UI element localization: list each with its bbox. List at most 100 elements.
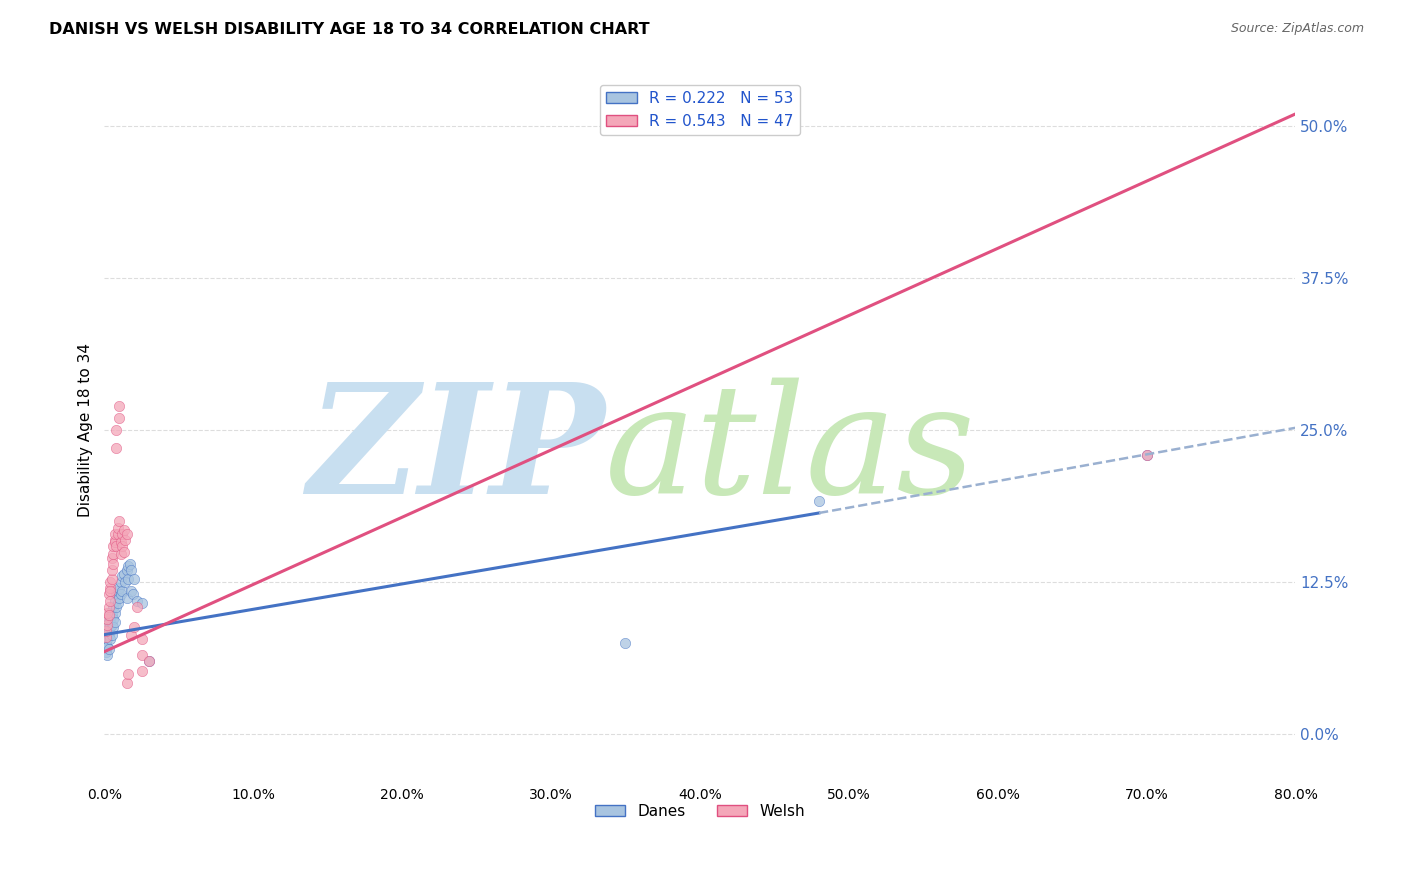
Point (98, 620, 121, 634)
Text: ZIP: ZIP (307, 377, 605, 526)
Point (108, 399, 131, 413)
Point (103, 612, 125, 626)
Point (96, 632, 118, 647)
Point (131, 664, 153, 678)
Point (98, 575, 121, 590)
Point (127, 599, 149, 614)
Point (112, 566, 135, 581)
Point (118, 557, 141, 571)
Point (98, 582, 121, 596)
Point (94, 630, 117, 644)
Point (104, 533, 127, 547)
Point (94, 618, 117, 632)
Point (117, 559, 139, 574)
Point (97, 624, 120, 638)
Text: DANISH VS WELSH DISABILITY AGE 18 TO 34 CORRELATION CHART: DANISH VS WELSH DISABILITY AGE 18 TO 34 … (49, 22, 650, 37)
Point (96, 648, 118, 663)
Point (1135, 448, 1157, 462)
Point (101, 608, 124, 623)
Point (105, 587, 128, 601)
Point (115, 526, 138, 541)
Point (97, 627, 120, 641)
Point (115, 676, 138, 690)
Point (808, 493, 831, 508)
Point (103, 620, 125, 634)
Point (103, 599, 125, 614)
Point (111, 569, 134, 583)
Point (96, 618, 118, 632)
Point (110, 535, 132, 549)
Point (96, 612, 118, 626)
Point (104, 526, 127, 541)
Point (105, 599, 128, 614)
Point (94, 624, 117, 638)
Point (97, 599, 120, 614)
Point (127, 593, 149, 607)
Point (98, 612, 121, 626)
Point (120, 627, 142, 641)
Point (97, 608, 120, 623)
Point (138, 654, 160, 668)
Legend: Danes, Welsh: Danes, Welsh (589, 797, 811, 825)
Y-axis label: Disability Age 18 to 34: Disability Age 18 to 34 (79, 343, 93, 517)
Text: atlas: atlas (605, 377, 976, 525)
Point (97, 615, 120, 630)
Point (107, 583, 129, 598)
Point (110, 587, 132, 601)
Point (103, 539, 125, 553)
Point (105, 539, 128, 553)
Point (97, 642, 120, 657)
Point (122, 620, 145, 634)
Point (96, 612, 118, 626)
Point (111, 583, 134, 598)
Point (107, 520, 129, 534)
Point (96, 640, 118, 654)
Point (110, 575, 132, 590)
Point (105, 423, 128, 437)
Point (114, 575, 136, 590)
Point (94, 645, 117, 659)
Point (108, 411, 131, 425)
Point (112, 523, 135, 537)
Point (101, 572, 124, 586)
Point (98, 606, 121, 620)
Point (98, 593, 121, 607)
Point (101, 618, 124, 632)
Text: Source: ZipAtlas.com: Source: ZipAtlas.com (1230, 22, 1364, 36)
Point (94, 630, 117, 644)
Point (101, 563, 124, 577)
Point (131, 596, 153, 610)
Point (120, 583, 142, 598)
Point (110, 547, 132, 561)
Point (1135, 448, 1157, 462)
Point (107, 596, 129, 610)
Point (112, 545, 135, 559)
Point (108, 591, 131, 606)
Point (104, 593, 127, 607)
Point (103, 557, 125, 571)
Point (108, 515, 131, 529)
Point (111, 539, 134, 553)
Point (111, 526, 134, 541)
Point (97, 587, 120, 601)
Point (115, 563, 138, 577)
Point (131, 648, 153, 663)
Point (117, 572, 139, 586)
Point (108, 582, 131, 596)
Point (104, 535, 127, 549)
Point (96, 620, 118, 634)
Point (614, 636, 637, 650)
Point (138, 654, 160, 668)
Point (98, 583, 121, 598)
Point (98, 632, 121, 647)
Point (105, 442, 128, 456)
Point (94, 636, 117, 650)
Point (115, 591, 138, 606)
Point (122, 572, 145, 586)
Point (107, 526, 129, 541)
Point (101, 627, 124, 641)
Point (120, 563, 142, 577)
Point (96, 606, 118, 620)
Point (104, 606, 127, 620)
Point (101, 551, 124, 566)
